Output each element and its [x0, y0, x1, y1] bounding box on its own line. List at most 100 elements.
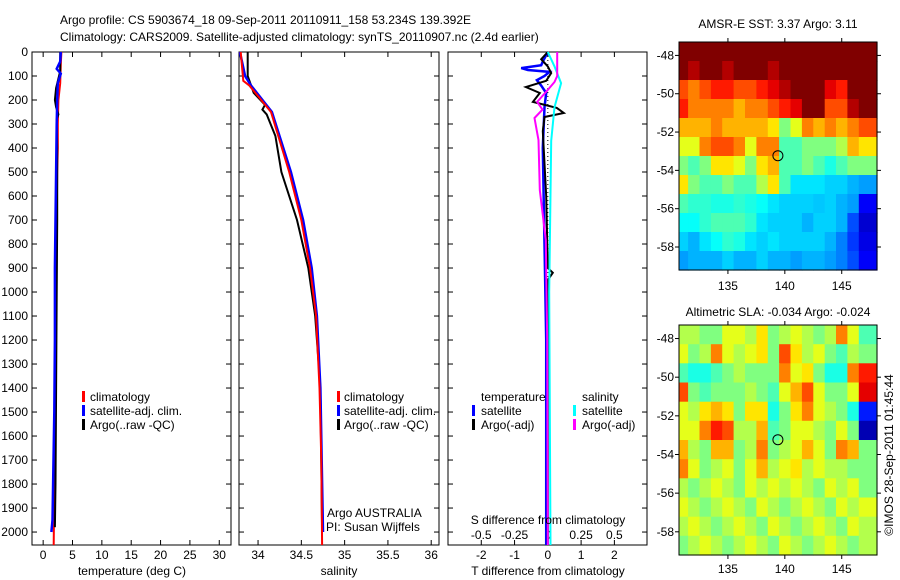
map-cell [790, 175, 803, 195]
map-cell [745, 99, 757, 119]
map-cell [710, 80, 723, 100]
legend-label: satellite [582, 404, 623, 418]
depth-tick-label: 1500 [1, 405, 28, 419]
map-cell [679, 118, 689, 138]
map-cell [679, 516, 689, 537]
map-cell [779, 175, 792, 195]
map-cell [756, 535, 769, 556]
map-cell [847, 194, 860, 214]
map-cell [858, 420, 878, 441]
map-cell [790, 478, 803, 499]
map-cell [767, 535, 780, 556]
map-cell [722, 363, 735, 384]
map-cell [801, 118, 814, 138]
x-tick-label: 34 [251, 548, 265, 562]
map-cell [813, 99, 826, 119]
map-cell [824, 459, 837, 479]
map-cell [745, 440, 757, 460]
map-cell [733, 420, 746, 441]
map-cell [779, 251, 792, 271]
map-cell [688, 175, 701, 195]
map-cell [733, 497, 746, 518]
map-cell [813, 420, 826, 441]
map-cell [756, 80, 769, 100]
map-cell [824, 344, 837, 364]
map-cell [756, 232, 769, 252]
lon-tick-label: 140 [775, 562, 795, 576]
map-cell [722, 344, 735, 364]
depth-tick-label: 700 [8, 213, 28, 227]
map-cell [779, 363, 792, 384]
map-cell [722, 251, 735, 271]
map-cell [836, 251, 848, 271]
map-cell [813, 251, 826, 271]
map-cell [722, 99, 735, 119]
map-cell [847, 535, 860, 556]
x-tick-label: -2 [476, 548, 487, 562]
legend-label: Argo(..raw -QC) [90, 418, 175, 432]
map-cell [733, 535, 746, 556]
plot-frame [238, 51, 440, 546]
map-cell [836, 440, 848, 460]
map-cell [722, 194, 735, 214]
map-cell [745, 80, 757, 100]
map-cell [699, 42, 712, 62]
map-cell [722, 420, 735, 441]
legend-swatch-argo [337, 419, 340, 430]
map-cell [779, 478, 792, 499]
x-tick-label: 15 [125, 548, 139, 562]
map-cell [779, 459, 792, 479]
map-cell [801, 344, 814, 364]
map-cell [790, 99, 803, 119]
map-cell [836, 137, 848, 157]
map-cell [733, 459, 746, 479]
map-cell [790, 137, 803, 157]
s-diff-xlabel: S difference from climatology [471, 513, 626, 527]
series-line-s-satellite [546, 51, 563, 546]
map-cell [699, 194, 712, 214]
map-cell [858, 99, 878, 119]
map-cell [836, 363, 848, 384]
map-cell [801, 516, 814, 537]
map-cell [858, 478, 878, 499]
map-cell [679, 363, 689, 384]
map-cell [813, 401, 826, 422]
map-cell [779, 344, 792, 364]
map-cell [790, 325, 803, 345]
map-cell [836, 401, 848, 422]
map-cell [858, 344, 878, 364]
map-cell [790, 440, 803, 460]
map-cell [813, 459, 826, 479]
depth-tick-label: 300 [8, 117, 28, 131]
lat-tick-label: -58 [657, 240, 675, 254]
map-cell [824, 61, 837, 81]
map-cell [745, 232, 757, 252]
map-cell [779, 440, 792, 460]
map-cell [824, 118, 837, 138]
map-cell [813, 344, 826, 364]
map-cell [745, 516, 757, 537]
map-cell [722, 137, 735, 157]
map-cell [710, 251, 723, 271]
map-cell [733, 325, 746, 345]
map-cell [699, 175, 712, 195]
sla-map-panel: 135 140 145 -48 -50 -52 -54 -56 -58 [657, 321, 881, 576]
map-cell [767, 382, 780, 403]
map-cell [722, 213, 735, 233]
map-cell [801, 478, 814, 499]
map-cell [710, 440, 723, 460]
map-cell [847, 459, 860, 479]
map-cell [745, 61, 757, 81]
map-cell [733, 80, 746, 100]
x-tick-label: 20 [154, 548, 168, 562]
map-cell [679, 61, 689, 81]
map-cell [801, 459, 814, 479]
map-cell [733, 156, 746, 176]
sla-map-title: Altimetric SLA: -0.034 Argo: -0.024 [686, 305, 871, 319]
map-cell [858, 535, 878, 556]
legend-swatch-argo [82, 419, 85, 430]
map-cell [847, 251, 860, 271]
map-cell [790, 213, 803, 233]
map-cell [824, 440, 837, 460]
map-cell [756, 99, 769, 119]
